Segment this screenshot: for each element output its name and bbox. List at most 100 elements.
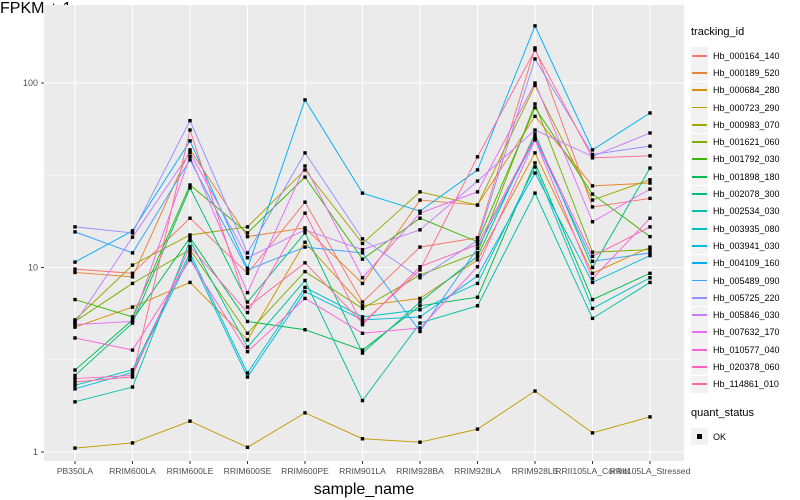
data-point-Hb_010577_040 (73, 336, 77, 340)
data-point-Hb_114861_010 (418, 268, 422, 272)
data-point-Hb_020378_060 (475, 242, 480, 247)
legend-item-Hb_007632_170: Hb_007632_170 (691, 323, 799, 341)
legend-label-ok: OK (713, 431, 727, 442)
legend-line-swatch-icon (692, 158, 707, 161)
data-point-Hb_002078_300 (303, 231, 307, 235)
data-point-Hb_005725_220 (73, 225, 77, 229)
legend-label: Hb_001792_030 (713, 154, 780, 165)
data-point-Hb_003941_030 (475, 274, 480, 278)
legend-key-line (691, 341, 708, 359)
legend-line-swatch-icon (692, 89, 707, 92)
data-point-Hb_003935_080 (73, 383, 77, 387)
data-point-Hb_001898_180 (590, 297, 595, 302)
data-point-Hb_010577_040 (418, 326, 422, 330)
legend-line-swatch-icon (692, 210, 707, 213)
x-tick-label: RRIM600PE (281, 466, 329, 476)
x-tick-label: RRIM600LE (167, 466, 214, 476)
data-point-Hb_005846_030 (245, 256, 250, 260)
data-point-Hb_005489_090 (590, 259, 595, 264)
x-tick-label: RRIM600SE (224, 466, 272, 476)
data-point-Hb_001621_060 (418, 273, 422, 277)
data-point-Hb_010577_040 (475, 265, 480, 269)
legend-label: Hb_000164_140 (713, 50, 780, 61)
data-point-Hb_002534_030 (475, 304, 480, 308)
legend-label: Hb_000983_070 (713, 119, 780, 130)
data-point-Hb_020378_060 (648, 225, 652, 229)
data-point-Hb_001792_030 (590, 192, 595, 196)
legend-item-Hb_000723_290: Hb_000723_290 (691, 99, 799, 117)
data-point-Hb_002534_030 (130, 385, 135, 389)
y-tick-label: 100 (23, 78, 38, 88)
legend-item-Hb_000189_520: Hb_000189_520 (691, 64, 799, 82)
data-point-Hb_010577_040 (303, 296, 307, 301)
legend-key-line (691, 358, 708, 376)
legend-label: Hb_003935_080 (713, 223, 780, 234)
legend-key-line (691, 133, 708, 151)
data-point-Hb_001792_030 (73, 297, 77, 302)
data-point-Hb_000684_280 (475, 258, 480, 262)
data-point-Hb_000983_070 (648, 178, 652, 182)
data-point-Hb_005489_090 (303, 245, 307, 249)
legend-key-line (691, 323, 708, 341)
data-point-Hb_000684_280 (245, 338, 250, 342)
data-point-Hb_005489_090 (648, 251, 652, 255)
legend-label: Hb_007632_170 (713, 327, 780, 338)
data-point-Hb_010577_040 (590, 276, 595, 281)
legend-label: Hb_114861_010 (713, 379, 779, 390)
data-point-Hb_002534_030 (648, 280, 652, 285)
data-point-Hb_020378_060 (418, 265, 422, 269)
data-point-Hb_000164_140 (188, 216, 192, 220)
data-point-Hb_007632_170 (475, 190, 480, 194)
data-point-Hb_004109_160 (418, 209, 422, 213)
data-point-Hb_002078_300 (73, 373, 77, 378)
data-point-Hb_001621_060 (188, 247, 192, 252)
legend-line-swatch-icon (692, 314, 707, 316)
data-point-Hb_005846_030 (303, 228, 307, 232)
data-point-Hb_000723_290 (533, 389, 537, 393)
data-point-Hb_001898_180 (188, 236, 192, 240)
data-point-Hb_003941_030 (245, 375, 250, 379)
legend-tracking-items: Hb_000164_140 Hb_000189_520 Hb_000684_280 H… (691, 47, 799, 393)
legend-line-swatch-icon (692, 348, 707, 351)
data-point-Hb_000189_520 (73, 270, 77, 275)
legend-line-swatch-icon (692, 279, 707, 282)
data-point-Hb_000189_520 (590, 184, 595, 188)
data-point-Hb_005846_030 (533, 128, 537, 132)
data-point-Hb_005846_030 (418, 228, 422, 232)
legend-key-line (691, 47, 708, 65)
legend-line-swatch-icon (692, 227, 707, 230)
data-point-Hb_001621_060 (475, 251, 480, 255)
data-point-Hb_007632_170 (648, 187, 652, 191)
data-point-Hb_007632_170 (245, 291, 250, 295)
data-point-Hb_005489_090 (360, 251, 365, 255)
legend-label: Hb_002534_030 (713, 206, 780, 217)
legend-label: Hb_000189_520 (713, 67, 780, 78)
data-point-Hb_000189_520 (360, 281, 365, 286)
data-point-Hb_010577_040 (245, 349, 250, 354)
data-point-Hb_114861_010 (590, 156, 595, 160)
legend-label: Hb_010577_040 (713, 344, 780, 355)
data-point-Hb_007632_170 (360, 276, 365, 280)
data-point-Hb_000983_070 (475, 203, 480, 207)
data-point-Hb_002078_300 (648, 166, 652, 170)
data-point-Hb_114861_010 (303, 261, 307, 265)
legend-key-line (691, 99, 708, 117)
x-axis-title: sample_name (313, 481, 415, 498)
data-point-Hb_005725_220 (475, 238, 480, 243)
data-point-Hb_002534_030 (188, 238, 192, 243)
data-point-Hb_003935_080 (360, 315, 365, 319)
data-point-Hb_000684_280 (188, 280, 192, 285)
data-point-Hb_000189_520 (648, 181, 652, 185)
data-point-Hb_000723_290 (245, 445, 250, 450)
data-point-Hb_000684_280 (130, 305, 135, 309)
legend-item-Hb_000983_070: Hb_000983_070 (691, 116, 799, 134)
data-point-Hb_000723_290 (360, 437, 365, 441)
legend-label: Hb_003941_030 (713, 240, 780, 251)
data-point-Hb_000983_070 (130, 263, 135, 267)
data-point-Hb_002078_300 (475, 254, 480, 259)
data-point-Hb_005725_220 (648, 144, 652, 148)
data-point-Hb_114861_010 (188, 128, 192, 132)
data-point-Hb_002078_300 (590, 265, 595, 270)
x-tick-label: RRIM928BA (396, 466, 444, 476)
